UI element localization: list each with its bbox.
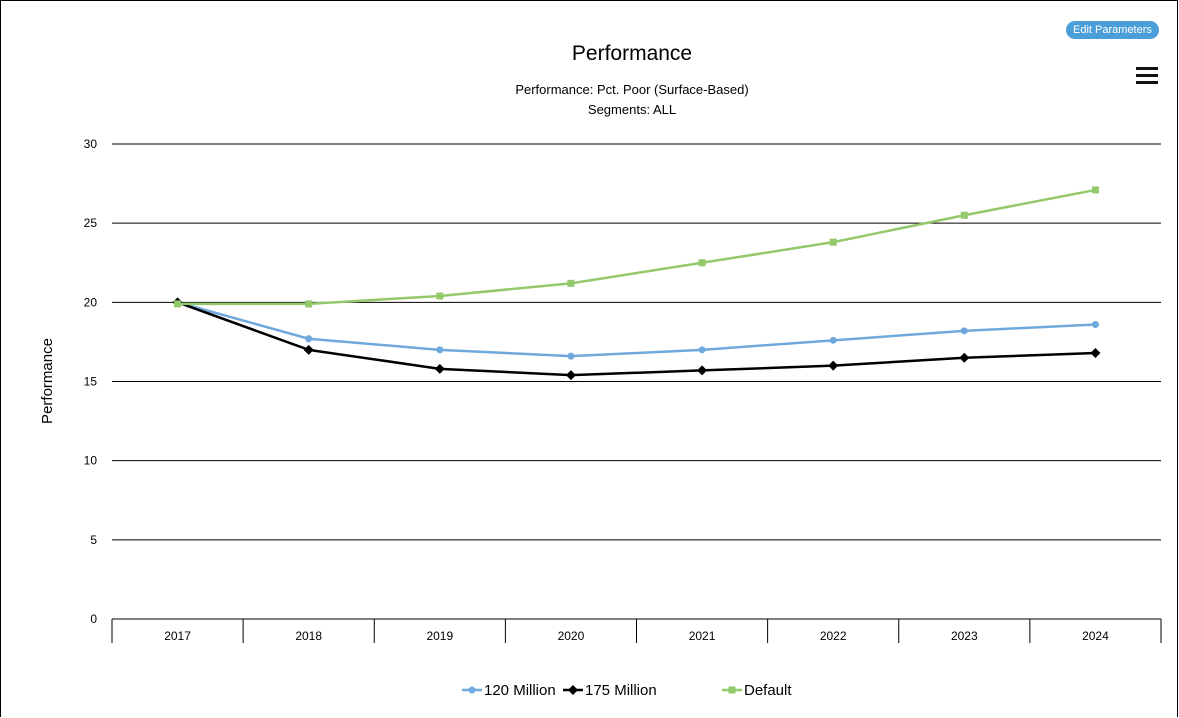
data-point [567,279,575,287]
legend-item: 175 Million [563,682,657,699]
data-point [1090,348,1101,358]
hamburger-menu-icon[interactable] [1136,67,1158,85]
data-point [305,335,313,343]
chart-subtitle-line-1: Performance: Pct. Poor (Surface-Based) [515,82,748,97]
series-line-1 [177,301,1096,377]
data-point [959,352,970,363]
chart-title: Performance [572,42,692,65]
x-axis: 2017 2018 2019 2020 2021 2022 2023 2024 [111,618,1162,643]
y-tick-label: 5 [90,533,97,547]
data-point [567,352,575,360]
chart-subtitle-line-2: Segments: ALL [588,102,676,117]
legend-label: Default [744,682,792,699]
series-group [172,186,1101,381]
data-point [828,360,839,371]
y-tick-label: 30 [84,137,98,151]
data-point [303,344,314,355]
x-tick-label: 2023 [951,629,978,643]
legend: 120 Million 175 Million Default [462,682,792,699]
data-point [305,300,313,308]
gridlines: 0 5 10 15 20 25 30 [84,137,1161,626]
data-point [829,238,837,246]
series-line-0 [177,301,1096,358]
legend-label: 120 Million [484,682,556,699]
data-point [436,292,444,300]
data-point [698,259,706,267]
data-point [960,327,968,335]
data-point [698,346,706,354]
data-point [960,211,968,219]
edit-parameters-button[interactable]: Edit Parameters [1066,21,1159,39]
y-tick-label: 0 [90,612,97,626]
data-point [697,365,708,376]
legend-marker [468,686,476,694]
legend-item: 120 Million [462,682,556,699]
y-axis-label: Performance [39,338,56,424]
x-tick-label: 2021 [689,629,716,643]
x-tick-label: 2020 [558,629,585,643]
legend-label: 175 Million [585,682,657,699]
data-point [565,370,576,381]
series-line-2 [177,188,1096,306]
data-point [1091,186,1099,194]
data-point [829,336,837,344]
legend-item: Default [722,682,792,699]
data-point [436,346,444,354]
x-tick-label: 2019 [426,629,453,643]
x-tick-label: 2022 [820,629,847,643]
y-tick-label: 15 [84,375,98,389]
y-tick-label: 25 [84,216,98,230]
y-tick-label: 20 [84,295,98,309]
y-tick-label: 10 [84,454,98,468]
x-tick-label: 2024 [1082,629,1109,643]
data-point [174,300,182,308]
legend-marker [728,686,736,694]
x-tick-label: 2017 [164,629,191,643]
x-tick-label: 2018 [295,629,322,643]
data-point [1091,321,1099,328]
data-point [434,363,445,374]
legend-marker [568,685,578,695]
